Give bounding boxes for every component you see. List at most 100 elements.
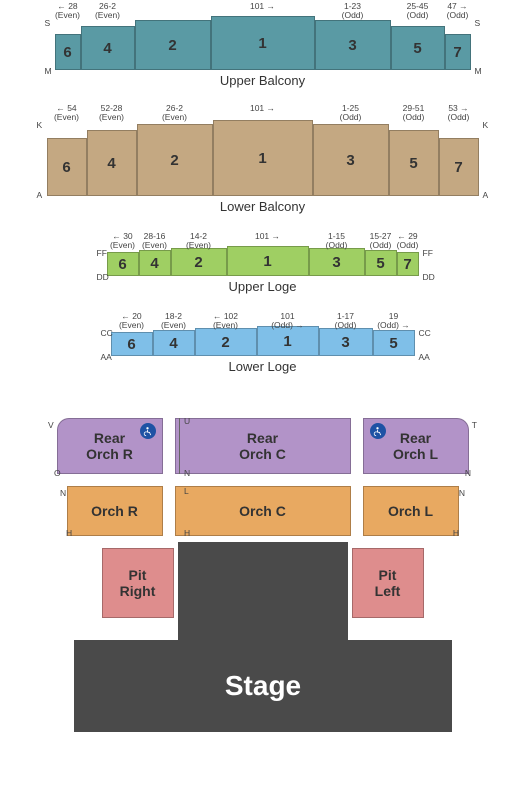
rowlabel-lower_balcony-row_bottom-r: A [483,190,489,200]
section-lower-balcony-3[interactable]: 3 [313,124,389,196]
section-upper-loge-2[interactable]: 2 [171,248,227,276]
rowlabel-rear-l-bot: N [465,468,471,478]
seatinfo-lower_loge-4: 18-2 (Even) [153,312,195,331]
tier-label-lower-loge: Lower Loge [0,359,525,374]
section-lower-loge-5[interactable]: 5 [373,330,415,356]
wheelchair-icon [370,423,386,439]
section-rear-orch-c[interactable]: Rear Orch C [175,418,351,474]
section-upper-balcony-1[interactable]: 1 [211,16,315,70]
section-rear-orch-l[interactable]: Rear Orch L [363,418,469,474]
section-pit-right[interactable]: Pit Right [102,548,174,618]
rowlabel-rear-c-top: U [184,416,190,426]
center-aisle-marker [179,418,180,474]
seatinfo-lower_loge-1: 101 (Odd) → [257,312,319,331]
section-upper-balcony-5[interactable]: 5 [391,26,445,70]
seatinfo-upper_loge-4: 28-16 (Even) [139,232,171,251]
tier-rear-orchestra: Rear Orch R Rear Orch C Rear Orch L [0,418,525,474]
section-lower-loge-2[interactable]: 2 [195,328,257,356]
section-upper-loge-7[interactable]: 7 [397,252,419,276]
rowlabel-orch-l-top: N [459,488,465,498]
stage: Stage [74,640,452,732]
section-upper-loge-5[interactable]: 5 [365,250,397,276]
rowlabel-rear-r-top: V [48,420,54,430]
seatinfo-lower_balcony-3: 1-25 (Odd) [313,104,389,123]
section-upper-balcony-6[interactable]: 6 [55,34,81,70]
seatinfo-upper_balcony-3: 1-23 (Odd) [315,2,391,21]
section-orch-r[interactable]: Orch R [67,486,163,536]
wheelchair-icon [140,423,156,439]
seatinfo-upper_loge-6: ← 30 (Even) [107,232,139,251]
section-lower-loge-3[interactable]: 3 [319,328,373,356]
section-lower-loge-4[interactable]: 4 [153,330,195,356]
tier-orchestra: Orch R Orch C Orch L [0,486,525,536]
rowlabel-lower_loge-row_bottom-r: AA [419,352,430,362]
tier-upper-balcony: 6421357 Upper Balcony [0,16,525,88]
seatinfo-lower_balcony-7: 53 → (Odd) [439,104,479,123]
rowlabel-upper_balcony-row_bottom-l: M [45,66,52,76]
rowlabel-lower_loge-row_top-r: CC [419,328,431,338]
rowlabel-rear-c-bot: N [184,468,190,478]
seatinfo-lower_balcony-5: 29-51 (Odd) [389,104,439,123]
seatinfo-upper_balcony-6: ← 28 (Even) [55,2,81,21]
rowlabel-lower_loge-row_bottom-l: AA [101,352,112,362]
rowlabel-rear-r-bot: O [54,468,61,478]
rowlabel-orch-r-top: N [60,488,66,498]
seatinfo-lower_loge-6: ← 20 (Even) [111,312,153,331]
section-pit-left[interactable]: Pit Left [352,548,424,618]
seatinfo-lower_balcony-4: 52-28 (Even) [87,104,137,123]
seatinfo-upper_balcony-4: 26-2 (Even) [81,2,135,21]
rowlabel-upper_loge-row_top-r: FF [423,248,433,258]
rowlabel-upper_loge-row_top-l: FF [97,248,107,258]
seatinfo-upper_balcony-1: 101 → [211,2,315,11]
rowlabel-lower_balcony-row_top-r: K [483,120,489,130]
rowlabel-lower_loge-row_top-l: CC [101,328,113,338]
rowlabel-rear-l-top: T [472,420,477,430]
tier-upper-loge: 6421357 Upper Loge [0,246,525,294]
section-lower-loge-6[interactable]: 6 [111,332,153,356]
section-lower-balcony-7[interactable]: 7 [439,138,479,196]
seatinfo-upper_loge-2: 14-2 (Even) [171,232,227,251]
rowlabel-lower_balcony-row_bottom-l: A [37,190,43,200]
rowlabel-upper_balcony-row_top-r: S [475,18,481,28]
section-upper-balcony-7[interactable]: 7 [445,34,471,70]
rowlabel-orch-r-bot: H [66,528,72,538]
tier-label-upper-balcony: Upper Balcony [0,73,525,88]
seatinfo-lower_balcony-1: 101 → [213,104,313,113]
seatinfo-lower_loge-3: 1-17 (Odd) [319,312,373,331]
tier-lower-loge: 642135 Lower Loge [0,326,525,374]
rowlabel-upper_loge-row_bottom-r: DD [423,272,435,282]
section-upper-balcony-4[interactable]: 4 [81,26,135,70]
seatinfo-lower_loge-2: ← 102 (Even) [195,312,257,331]
rowlabel-upper_loge-row_bottom-l: DD [97,272,109,282]
tier-label-lower-balcony: Lower Balcony [0,199,525,214]
section-upper-balcony-3[interactable]: 3 [315,20,391,70]
seatinfo-upper_loge-1: 101 → [227,232,309,241]
seatinfo-upper_loge-3: 1-15 (Odd) [309,232,365,251]
stage-label: Stage [225,670,301,702]
rowlabel-orch-l-bot: H [453,528,459,538]
rowlabel-orch-c-top: L [184,486,189,496]
rowlabel-upper_balcony-row_bottom-r: M [475,66,482,76]
section-orch-l[interactable]: Orch L [363,486,459,536]
section-upper-loge-1[interactable]: 1 [227,246,309,276]
seatinfo-lower_loge-5: 19 (Odd) → [373,312,415,331]
section-lower-balcony-1[interactable]: 1 [213,120,313,196]
section-lower-balcony-6[interactable]: 6 [47,138,87,196]
tier-lower-balcony: 6421357 Lower Balcony [0,120,525,214]
section-upper-loge-6[interactable]: 6 [107,252,139,276]
section-lower-balcony-2[interactable]: 2 [137,124,213,196]
seatinfo-upper_loge-5: 15-27 (Odd) [365,232,397,251]
section-lower-balcony-4[interactable]: 4 [87,130,137,196]
seatinfo-upper_balcony-7: 47 → (Odd) [445,2,471,21]
rowlabel-lower_balcony-row_top-l: K [37,120,43,130]
section-orch-c[interactable]: Orch C [175,486,351,536]
section-upper-loge-4[interactable]: 4 [139,250,171,276]
seatinfo-upper_loge-7: ← 29 (Odd) [397,232,419,251]
section-lower-balcony-5[interactable]: 5 [389,130,439,196]
seatinfo-upper_balcony-5: 25-45 (Odd) [391,2,445,21]
section-upper-loge-3[interactable]: 3 [309,248,365,276]
section-rear-orch-r[interactable]: Rear Orch R [57,418,163,474]
section-upper-balcony-2[interactable]: 2 [135,20,211,70]
stage-thrust [178,542,348,652]
rowlabel-upper_balcony-row_top-l: S [45,18,51,28]
